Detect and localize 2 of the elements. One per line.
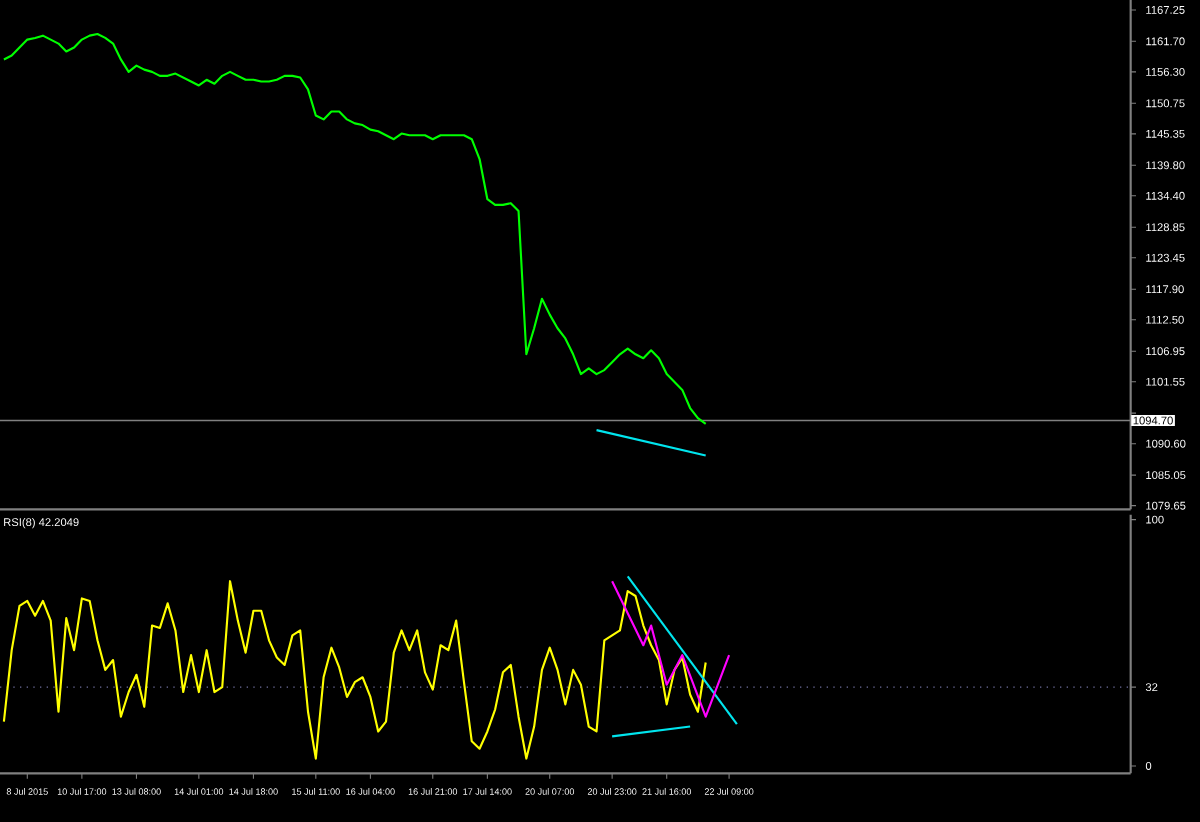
line-series — [2, 580, 707, 760]
line-series — [611, 580, 731, 718]
